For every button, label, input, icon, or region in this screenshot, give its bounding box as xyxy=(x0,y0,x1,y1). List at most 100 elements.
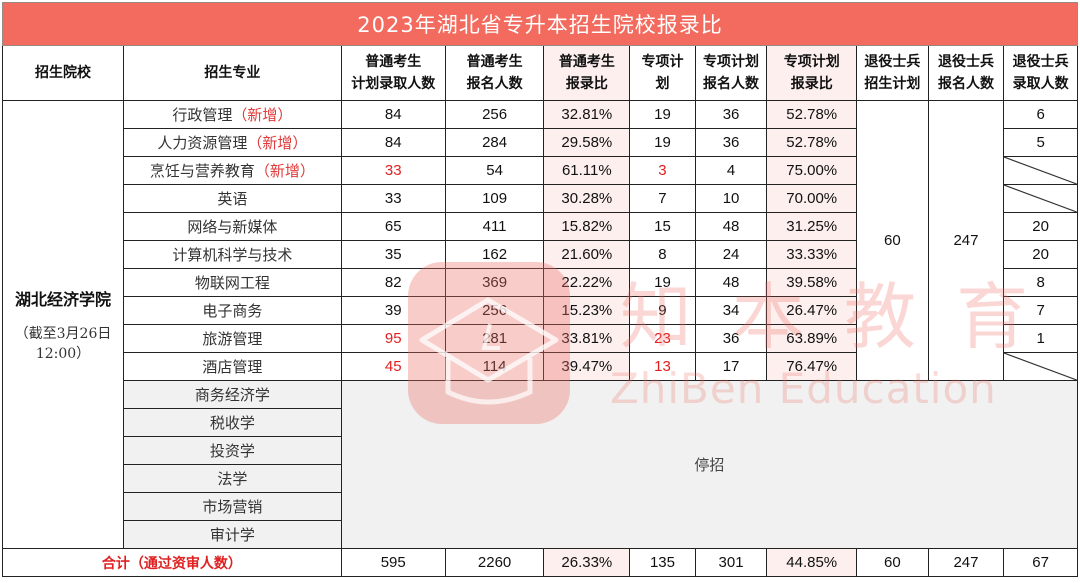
vet-admit-empty xyxy=(1003,352,1078,381)
header-line: 专项计 xyxy=(641,54,684,70)
normal-apply: 369 xyxy=(444,268,545,297)
total-vet-plan: 60 xyxy=(856,548,929,577)
special-apply: 48 xyxy=(694,212,768,241)
special-apply: 36 xyxy=(694,100,768,129)
header-line: 报名人数 xyxy=(937,76,994,92)
header-line: 退役士兵 xyxy=(937,54,994,70)
new-tag: （新增） xyxy=(232,106,293,124)
normal-plan: 45 xyxy=(340,352,446,381)
major-name: 计算机科学与技术 xyxy=(172,246,293,264)
stopped-row: 法学 xyxy=(3,464,1078,493)
table-row: 烹饪与营养教育（新增） 33 54 61.11% 3 4 75.00% xyxy=(3,156,1078,185)
header-line: 报名人数 xyxy=(466,76,523,92)
school-cell: 湖北经济学院 （截至3月26日 12:00） xyxy=(2,100,124,549)
normal-ratio: 39.47% xyxy=(543,352,631,381)
vet-admit: 20 xyxy=(1003,212,1078,241)
diagonal-slash-icon xyxy=(1004,353,1077,380)
school-name: 湖北经济学院 xyxy=(14,289,111,309)
total-row: 合计（通过资审人数） 595 2260 26.33% 135 301 44.85… xyxy=(2,548,1078,577)
major-name: 行政管理 xyxy=(172,106,233,124)
normal-plan: 33 xyxy=(340,184,446,213)
normal-apply: 281 xyxy=(444,324,545,353)
header-line: 报录比 xyxy=(790,76,833,92)
special-plan: 8 xyxy=(629,240,696,269)
special-ratio: 31.25% xyxy=(766,212,858,241)
major-name: 酒店管理 xyxy=(202,358,263,376)
vet-admit: 5 xyxy=(1003,128,1078,157)
special-ratio: 39.58% xyxy=(766,268,858,297)
header-line: 报名人数 xyxy=(703,76,760,92)
header-row: 招生院校 招生专业 普通考生 计划录取人数 普通考生 报名人数 普通考生 报录比 专项… xyxy=(2,45,1078,101)
special-ratio: 52.78% xyxy=(766,128,858,157)
table-row: 物联网工程 82 369 22.22% 19 48 39.58% 8 xyxy=(3,268,1078,297)
special-ratio: 75.00% xyxy=(766,156,858,185)
special-ratio: 63.89% xyxy=(766,324,858,353)
special-ratio: 26.47% xyxy=(766,296,858,325)
major-cell: 人力资源管理（新增） xyxy=(123,128,342,157)
special-plan: 7 xyxy=(629,184,696,213)
stopped-row: 审计学 xyxy=(3,520,1078,549)
major-name: 烹饪与营养教育 xyxy=(149,162,255,180)
note-line: （截至3月26日 xyxy=(14,325,112,342)
table-body: 湖北经济学院 （截至3月26日 12:00） 行政管理（新增） 84 256 32.81% 1… xyxy=(2,100,1079,549)
stopped-major: 法学 xyxy=(123,464,342,493)
table-title: 2023年湖北省专升本招生院校报录比 xyxy=(2,2,1078,46)
diagonal-slash-icon xyxy=(1004,157,1077,184)
total-vet-admit: 67 xyxy=(1003,548,1078,577)
special-apply: 17 xyxy=(694,352,768,381)
special-plan: 19 xyxy=(629,100,696,129)
normal-apply: 109 xyxy=(444,184,545,213)
stopped-row: 商务经济学 停招 xyxy=(3,380,1079,549)
normal-plan: 84 xyxy=(340,100,446,129)
special-apply: 48 xyxy=(694,268,768,297)
vet-admit: 1 xyxy=(1003,324,1078,353)
major-cell: 物联网工程 xyxy=(123,268,342,297)
special-plan: 9 xyxy=(629,296,696,325)
header-line: 退役士兵 xyxy=(864,54,921,70)
special-ratio: 52.78% xyxy=(766,100,858,129)
vet-admit: 8 xyxy=(1003,268,1078,297)
normal-plan: 65 xyxy=(340,212,446,241)
normal-apply: 256 xyxy=(444,100,545,129)
title-row: 2023年湖北省专升本招生院校报录比 xyxy=(2,2,1078,46)
major-cell: 酒店管理 xyxy=(123,352,342,381)
header-line: 退役士兵 xyxy=(1012,54,1069,70)
normal-apply: 411 xyxy=(444,212,545,241)
major-name: 人力资源管理 xyxy=(157,134,248,152)
vet-admit: 7 xyxy=(1003,296,1078,325)
table-row: 湖北经济学院 （截至3月26日 12:00） 行政管理（新增） 84 256 32.81% 1… xyxy=(2,100,1078,549)
normal-apply: 114 xyxy=(444,352,545,381)
major-name: 英语 xyxy=(217,190,248,208)
total-vet-apply: 247 xyxy=(927,548,1005,577)
header-vet-apply: 退役士兵 报名人数 xyxy=(927,45,1005,101)
normal-ratio: 30.28% xyxy=(543,184,631,213)
special-apply: 34 xyxy=(694,296,768,325)
normal-plan: 33 xyxy=(340,156,446,185)
header-special-plan: 专项计划 xyxy=(629,45,696,101)
header-line: 报录比 xyxy=(565,76,608,92)
vet-admit: 20 xyxy=(1003,240,1078,269)
header-school: 招生院校 xyxy=(2,45,124,101)
major-cell: 网络与新媒体 xyxy=(123,212,342,241)
total-special-apply: 301 xyxy=(694,548,768,577)
normal-ratio: 15.23% xyxy=(543,296,631,325)
header-line: 普通考生 xyxy=(466,54,523,70)
header-vet-admit: 退役士兵 录取人数 xyxy=(1003,45,1078,101)
stopped-major: 投资学 xyxy=(123,436,342,465)
total-label: 合计（通过资审人数） xyxy=(2,548,342,577)
header-special-ratio: 专项计划 报录比 xyxy=(766,45,858,101)
special-apply: 36 xyxy=(694,128,768,157)
normal-ratio: 61.11% xyxy=(543,156,631,185)
normal-plan: 95 xyxy=(340,324,446,353)
header-line: 招生计划 xyxy=(864,76,921,92)
header-line: 划 xyxy=(655,76,670,92)
normal-apply: 284 xyxy=(444,128,545,157)
special-ratio: 33.33% xyxy=(766,240,858,269)
major-cell: 烹饪与营养教育（新增） xyxy=(123,156,342,185)
major-name: 物联网工程 xyxy=(194,274,270,292)
major-cell: 电子商务 xyxy=(123,296,342,325)
vet-plan-merged: 60 xyxy=(856,100,929,381)
normal-plan: 35 xyxy=(340,240,446,269)
vet-admit-empty xyxy=(1003,156,1078,185)
